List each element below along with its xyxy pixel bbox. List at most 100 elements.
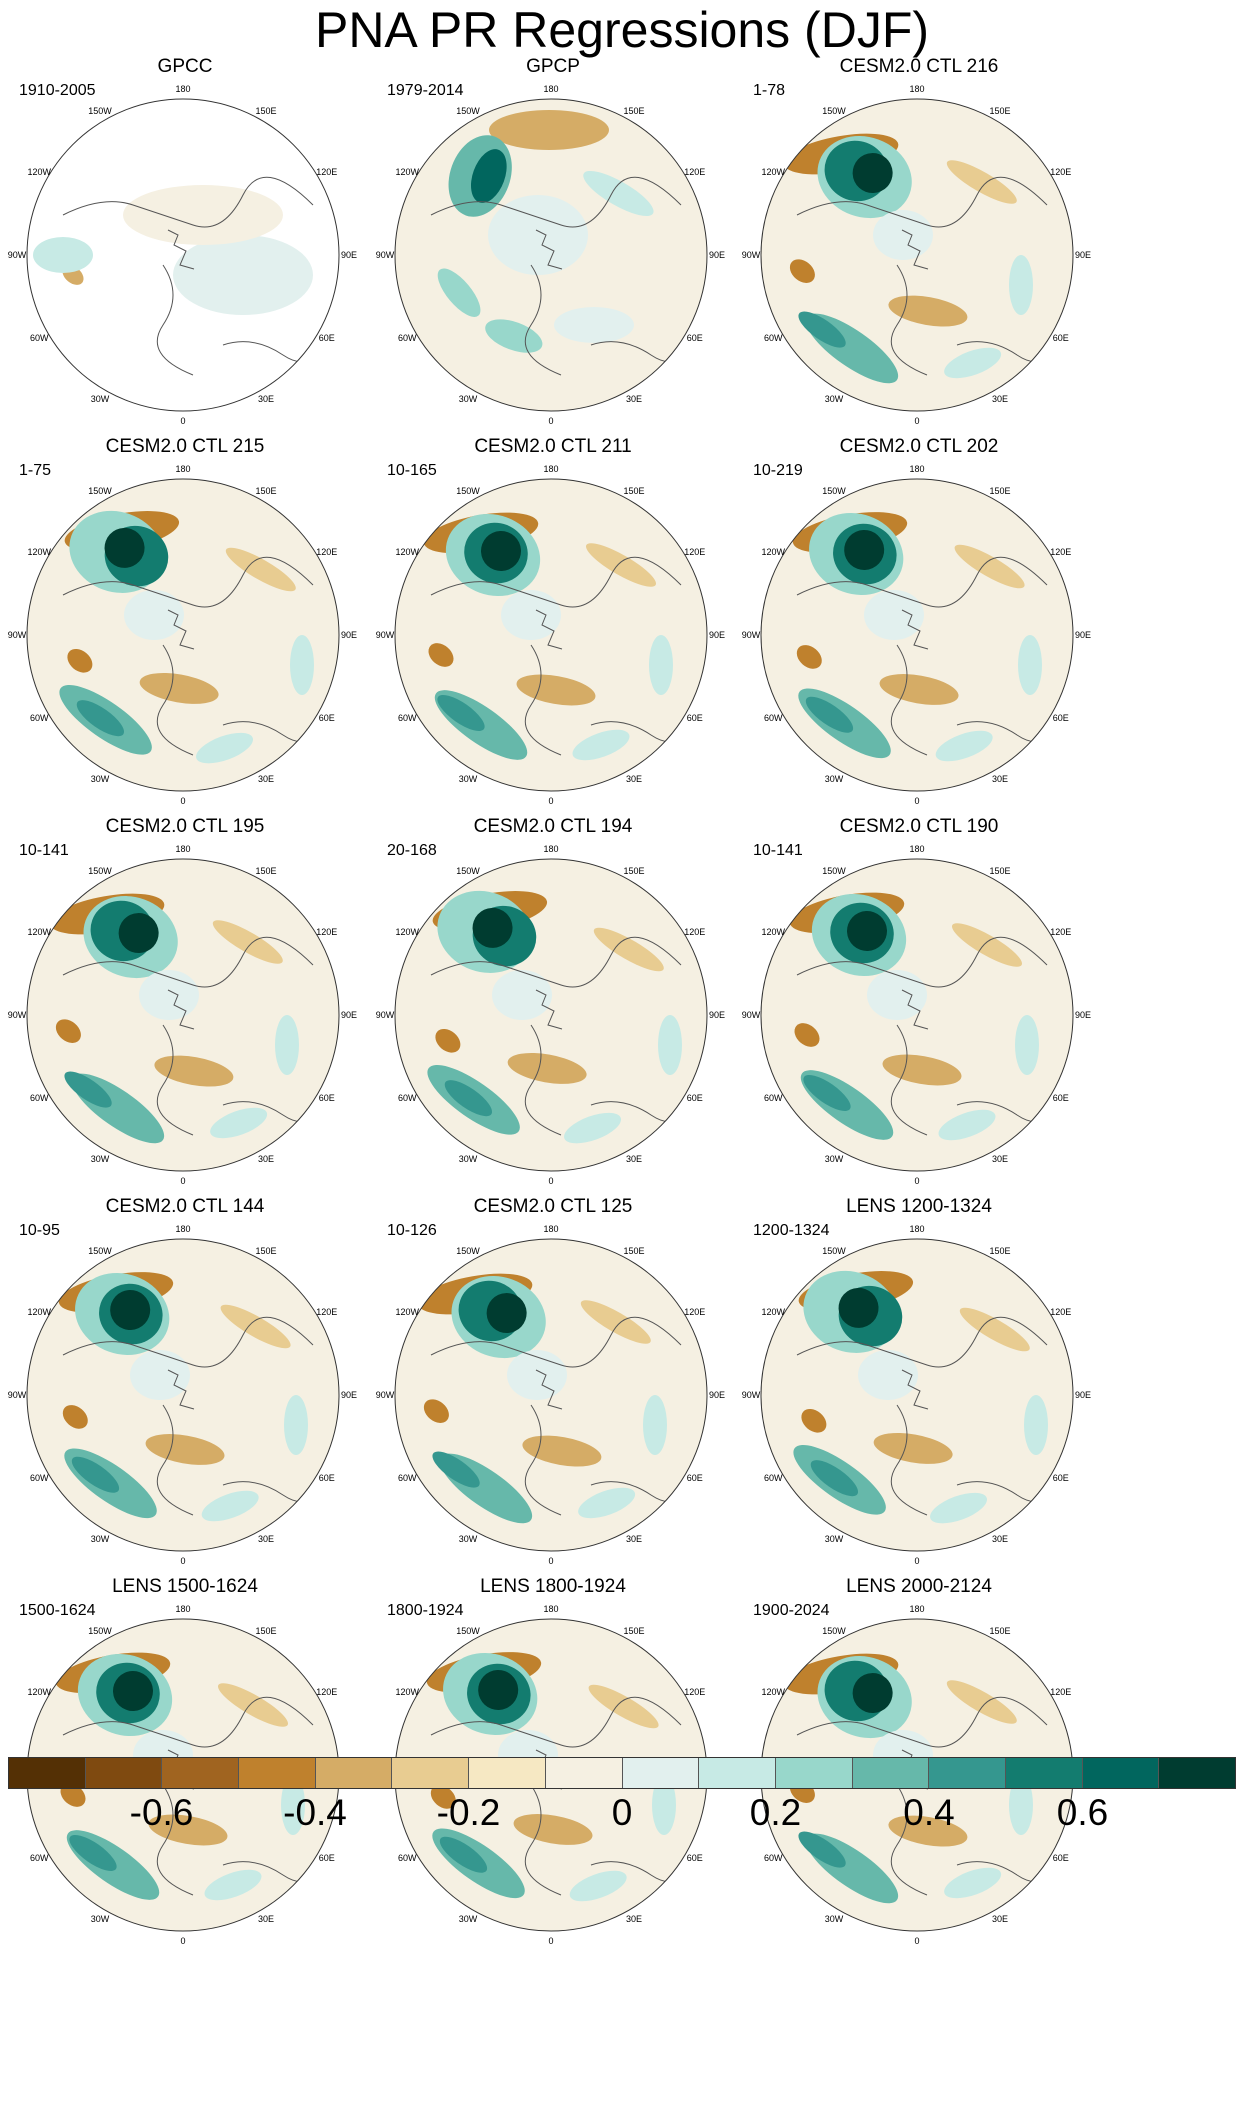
longitude-label: 60W	[764, 1853, 783, 1863]
map-background	[395, 859, 707, 1171]
longitude-label: 0	[180, 796, 185, 806]
longitude-label: 90E	[1075, 1010, 1091, 1020]
anomaly-contour	[225, 547, 296, 592]
anomaly-contour	[173, 235, 313, 315]
anomaly-contour	[959, 1307, 1030, 1352]
anomaly-contour	[145, 1434, 225, 1465]
longitude-label: 120E	[316, 167, 337, 177]
anomaly-contour	[124, 590, 184, 640]
longitude-label: 90E	[341, 630, 357, 640]
longitude-label: 30E	[992, 394, 1008, 404]
longitude-label: 0	[180, 1556, 185, 1566]
anomaly-contour	[437, 694, 485, 732]
panel-title: CESM2.0 CTL 144	[105, 1196, 265, 1217]
anomaly-contour	[873, 1432, 953, 1464]
longitude-label: 90W	[376, 1390, 395, 1400]
anomaly-contour	[649, 635, 673, 695]
longitude-label: 180	[175, 1604, 190, 1614]
anomaly-contour	[489, 110, 609, 150]
anomaly-contour	[798, 1831, 846, 1868]
map-panel: 180 150E 120E 90E 60E 30E 0 30W 60W 90W 120W 150W CE…	[729, 56, 1109, 432]
longitude-label: 60E	[687, 713, 703, 723]
longitude-label: 60W	[398, 333, 417, 343]
longitude-label: 0	[548, 1936, 553, 1946]
map-outline	[760, 478, 1074, 792]
panel-title: GPCP	[526, 56, 580, 77]
coastline	[796, 556, 1058, 756]
longitude-label: 150W	[822, 106, 846, 116]
map-outline	[394, 1238, 708, 1552]
colorbar-box	[699, 1758, 776, 1788]
longitude-label: 60E	[687, 1473, 703, 1483]
period-label: 10-141	[19, 842, 69, 859]
period-label: 1979-2014	[387, 82, 464, 99]
colorbar-box	[1159, 1758, 1235, 1788]
map-outline	[394, 478, 708, 792]
anomaly-contour	[888, 295, 968, 327]
polar-map: 180 150E 120E 90E 60E 30E 0 30W 60W 90W 120W 150W	[8, 844, 357, 1186]
longitude-label: 150W	[88, 1246, 112, 1256]
anomaly-contour	[154, 1055, 234, 1087]
anomaly-contour	[204, 1869, 262, 1901]
longitude-label: 150W	[822, 1246, 846, 1256]
colorbar-tick-label: -0.4	[283, 1792, 347, 1833]
longitude-label: 120W	[395, 1687, 419, 1697]
longitude-label: 60W	[398, 1093, 417, 1103]
anomaly-contour	[435, 1028, 461, 1053]
map-background	[395, 479, 707, 791]
longitude-label: 120E	[684, 547, 705, 557]
panel-title: CESM2.0 CTL 211	[474, 436, 632, 457]
map-panel: 180 150E 120E 90E 60E 30E 0 30W 60W 90W 120W 150W CE…	[729, 436, 1109, 812]
anomaly-contour	[470, 149, 507, 203]
longitude-label: 120W	[395, 167, 419, 177]
longitude-label: 90E	[709, 630, 725, 640]
anomaly-contour	[946, 1680, 1017, 1724]
anomaly-contour	[64, 1071, 112, 1108]
map-panel: 180 150E 120E 90E 60E 30E 0 30W 60W 90W 120W 150W CE…	[729, 816, 1109, 1192]
colorbar-tick-label: 0.4	[903, 1792, 955, 1833]
anomaly-contour	[867, 970, 927, 1020]
anomaly-contour	[428, 643, 454, 667]
anomaly-contour	[130, 1350, 190, 1400]
longitude-label: 90E	[709, 250, 725, 260]
longitude-label: 120W	[27, 547, 51, 557]
longitude-label: 0	[180, 416, 185, 426]
longitude-label: 30E	[258, 1534, 274, 1544]
panel-title: CESM2.0 CTL 195	[105, 816, 265, 837]
polar-map: 180 150E 120E 90E 60E 30E 0 30W 60W 90W 120W 150W	[742, 464, 1091, 806]
colorbar-box	[929, 1758, 1006, 1788]
longitude-label: 120E	[1050, 1687, 1071, 1697]
longitude-label: 120E	[1050, 547, 1071, 557]
longitude-label: 30E	[626, 394, 642, 404]
colorbar-box	[545, 1758, 623, 1788]
longitude-label: 60E	[687, 1853, 703, 1863]
longitude-label: 150W	[456, 106, 480, 116]
anomaly-contour	[148, 1814, 228, 1846]
longitude-label: 150W	[456, 1246, 480, 1256]
longitude-label: 90W	[742, 1390, 761, 1400]
panel-title: CESM2.0 CTL 216	[839, 56, 999, 77]
longitude-label: 60W	[30, 1093, 49, 1103]
longitude-label: 30E	[626, 1154, 642, 1164]
longitude-label: 150E	[255, 866, 276, 876]
longitude-label: 60E	[687, 1093, 703, 1103]
anomaly-contour	[1024, 1395, 1048, 1455]
longitude-label: 90E	[709, 1010, 725, 1020]
anomaly-contour	[55, 1019, 81, 1043]
longitude-label: 150E	[989, 106, 1010, 116]
longitude-label: 120E	[316, 1307, 337, 1317]
longitude-label: 30E	[992, 1534, 1008, 1544]
longitude-label: 0	[180, 1936, 185, 1946]
longitude-label: 180	[543, 84, 558, 94]
anomaly-contour	[930, 1492, 988, 1524]
longitude-label: 90W	[8, 250, 27, 260]
longitude-label: 150E	[623, 1246, 644, 1256]
longitude-label: 60W	[30, 1853, 49, 1863]
longitude-label: 30E	[258, 1154, 274, 1164]
period-label: 1-75	[19, 462, 52, 479]
longitude-label: 60E	[1053, 713, 1069, 723]
coastline	[796, 936, 1058, 1136]
colorbar-box	[9, 1758, 86, 1788]
anomaly-contour	[1015, 1015, 1039, 1075]
anomaly-contour	[879, 674, 959, 705]
